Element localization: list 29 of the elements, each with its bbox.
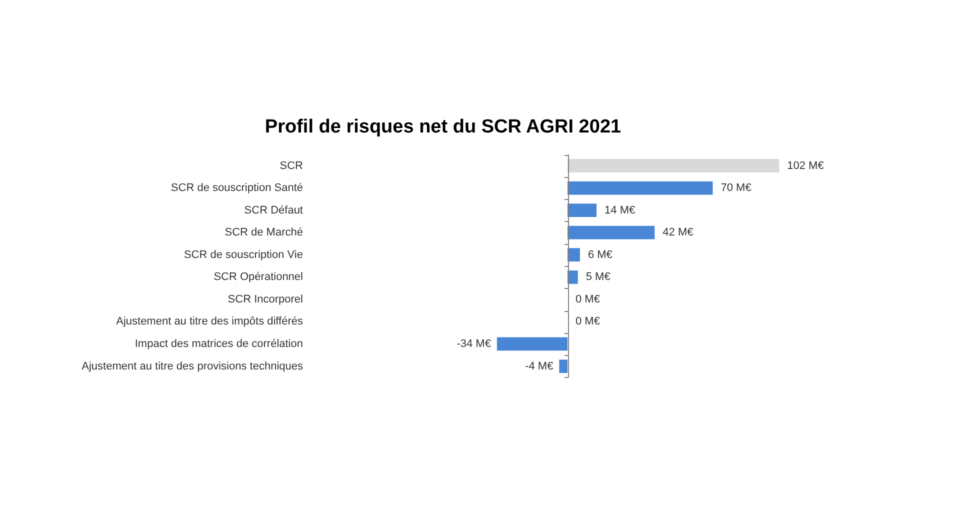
data-label: -34 M€	[456, 338, 491, 350]
y-tick-label: Impact des matrices de corrélation	[134, 338, 303, 350]
data-label: 0 M€	[576, 293, 600, 306]
bar	[559, 360, 568, 373]
data-label: 0 M€	[576, 316, 600, 328]
y-tick-label: SCR de souscription Santé	[170, 182, 303, 194]
y-tick-label: SCR de souscription Vie	[184, 248, 303, 261]
bar	[496, 337, 568, 351]
bar	[568, 181, 713, 195]
y-tick-label: SCR Défaut	[244, 204, 303, 216]
data-label: 102 M€	[787, 160, 824, 172]
bar	[568, 270, 578, 284]
y-tick-label: Ajustement au titre des impôts différés	[116, 316, 304, 328]
data-label: 14 M€	[604, 204, 636, 216]
y-tick-label: SCR de Marché	[224, 226, 303, 239]
bar	[568, 159, 780, 172]
y-tick-label: Ajustement au titre des provisions techniques	[82, 360, 304, 372]
data-label: 6 M€	[588, 248, 612, 261]
data-label: 5 M€	[586, 271, 610, 284]
bar	[568, 226, 655, 240]
data-label: 42 M€	[662, 226, 694, 239]
bar	[568, 248, 580, 262]
bar	[568, 204, 597, 217]
y-tick-label: SCR Opérationnel	[214, 271, 303, 284]
data-label: 70 M€	[720, 182, 752, 194]
y-tick-label: SCR	[280, 160, 304, 172]
chart-title: Profil de risques net du SCR AGRI 2021	[264, 116, 622, 138]
data-label: -4 M€	[525, 360, 554, 372]
y-tick-label: SCR Incorporel	[228, 293, 303, 306]
